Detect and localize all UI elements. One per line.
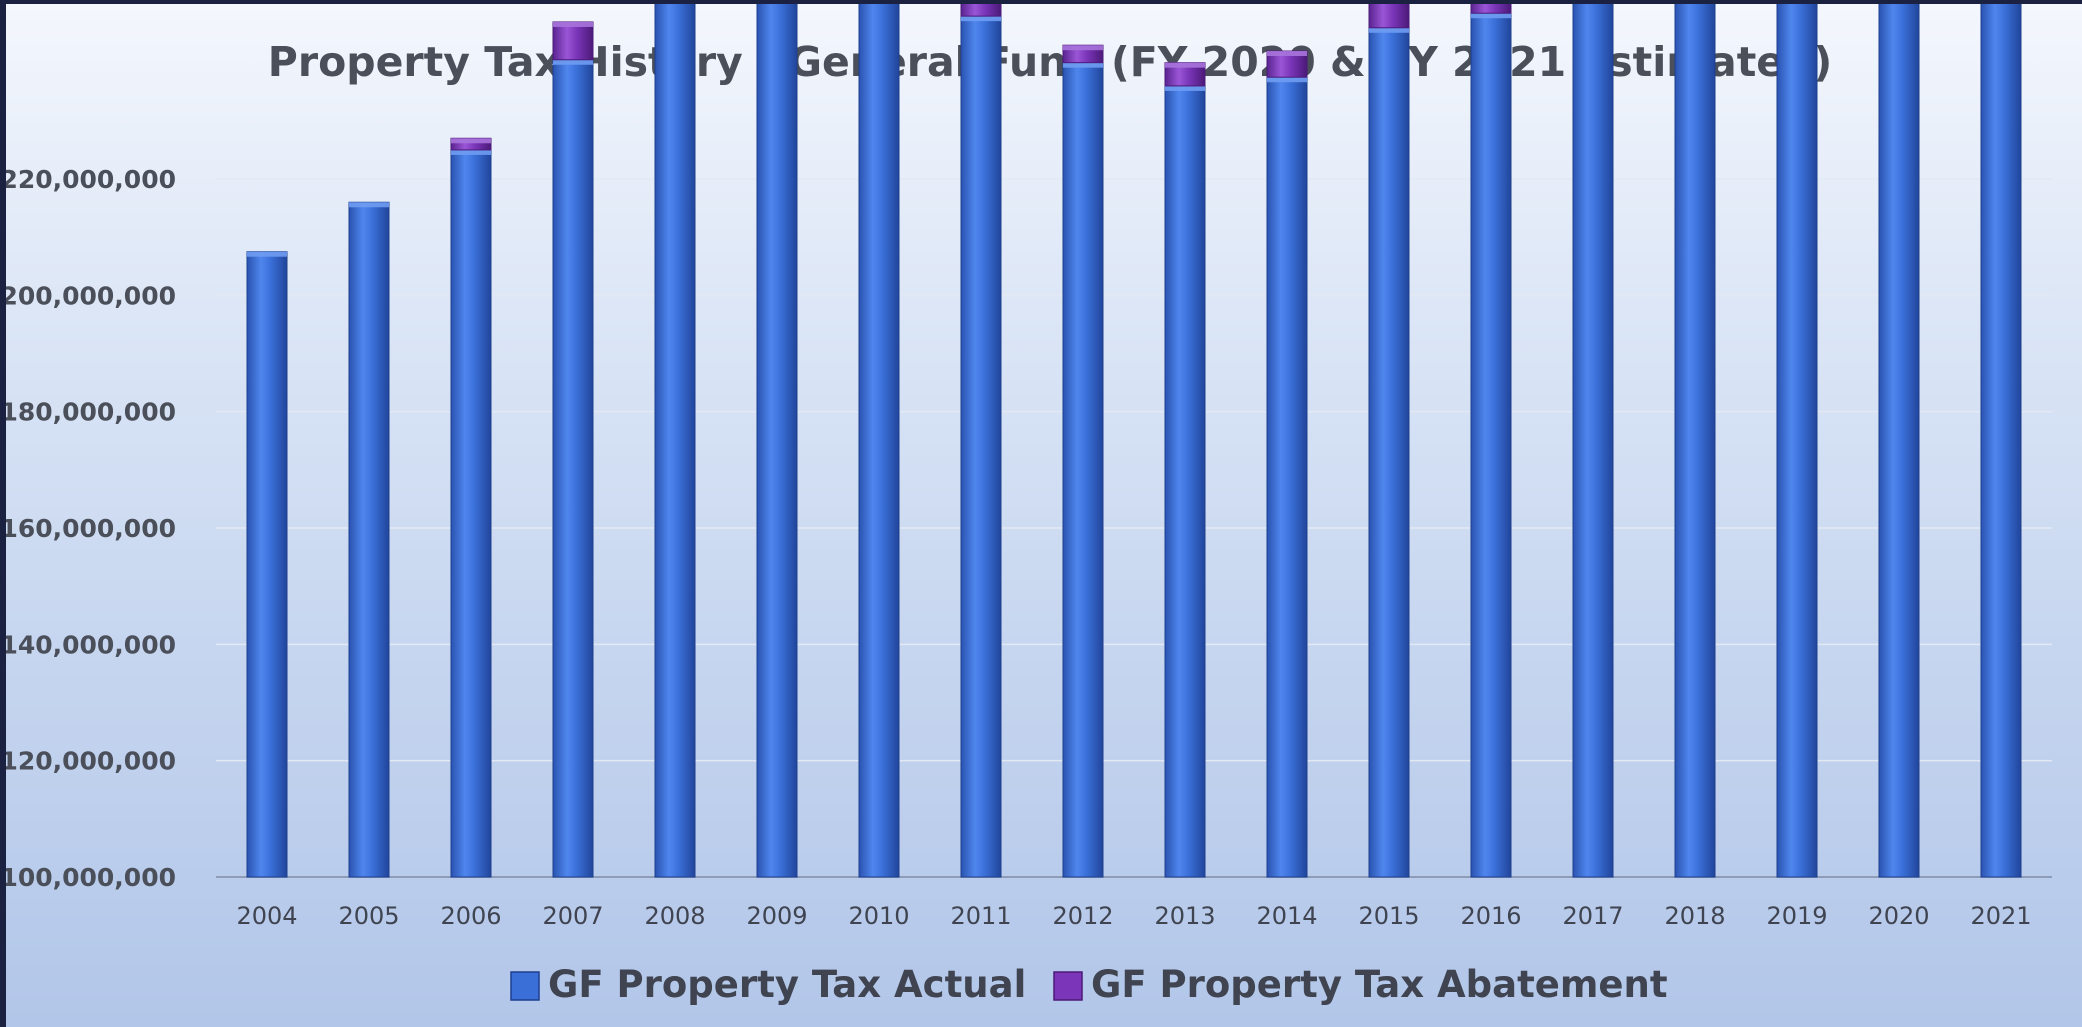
- x-tick-label: 2009: [746, 902, 807, 930]
- bar-actual: [552, 59, 594, 878]
- bar-actual: [858, 4, 900, 878]
- bar-actual: [756, 4, 798, 878]
- bar-actual: [1572, 4, 1614, 878]
- bar-actual-cap: [1267, 77, 1307, 83]
- bar-abatement-cap: [451, 138, 491, 144]
- bar-actual: [450, 149, 492, 878]
- legend-item-actual: GF Property Tax Actual: [510, 963, 1026, 1006]
- bar-actual: [1980, 4, 2022, 878]
- bar-actual: [1062, 62, 1104, 878]
- bar-abatement: [1368, 4, 1410, 29]
- x-tick-label: 2012: [1052, 902, 1113, 930]
- bar-actual: [348, 201, 390, 878]
- bar-actual-cap: [1165, 85, 1205, 91]
- bar-actual-cap: [553, 59, 593, 65]
- legend-swatch-actual: [510, 971, 540, 1001]
- x-tick-label: 2013: [1154, 902, 1215, 930]
- legend-swatch-abatement: [1053, 971, 1083, 1001]
- bar-actual-cap: [1471, 13, 1511, 19]
- bar-actual: [1266, 76, 1308, 878]
- x-tick-label: 2017: [1562, 902, 1623, 930]
- bar-actual: [1470, 12, 1512, 878]
- y-tick-label: $140,000,000: [6, 630, 176, 659]
- chart-frame: Property Tax History - General Fund (FY …: [6, 4, 2082, 1027]
- x-tick-label: 2011: [950, 902, 1011, 930]
- x-tick-label: 2018: [1664, 902, 1725, 930]
- x-tick-label: 2006: [440, 902, 501, 930]
- bar-actual: [654, 4, 696, 878]
- x-tick-label: 2015: [1358, 902, 1419, 930]
- bar-abatement-cap: [553, 21, 593, 27]
- bar-abatement: [552, 21, 594, 61]
- x-axis-ticks: 2004 2005 2006 2007 2008 2009 2010 2011 2012 2013…: [236, 902, 2031, 930]
- y-tick-label: $160,000,000: [6, 514, 176, 543]
- bar-abatement-cap: [1165, 62, 1205, 68]
- legend-label-actual: GF Property Tax Actual: [548, 963, 1026, 1006]
- bar-actual-cap: [1369, 27, 1409, 33]
- y-axis-ticks: $100,000,000 $120,000,000 $140,000,000 $160…: [6, 165, 176, 892]
- x-tick-label: 2019: [1766, 902, 1827, 930]
- chart-title: Property Tax History - General Fund (FY …: [268, 38, 1832, 86]
- bar-abatement: [960, 4, 1002, 17]
- x-tick-label: 2021: [1970, 902, 2031, 930]
- bar-actual-cap: [961, 16, 1001, 22]
- bar-abatement: [1470, 4, 1512, 14]
- stacked-bar-chart: Property Tax History - General Fund (FY …: [6, 4, 2052, 1006]
- bar-actual-cap: [1063, 62, 1103, 68]
- bar-abatement-cap: [1267, 51, 1307, 57]
- bar-actual: [1878, 4, 1920, 878]
- x-tick-label: 2008: [644, 902, 705, 930]
- bar-actual-cap: [349, 202, 389, 208]
- x-tick-label: 2010: [848, 902, 909, 930]
- bar-actual-cap: [247, 251, 287, 257]
- x-tick-label: 2007: [542, 902, 603, 930]
- y-tick-label: $180,000,000: [6, 398, 176, 427]
- y-tick-label: $220,000,000: [6, 165, 176, 194]
- x-tick-label: 2005: [338, 902, 399, 930]
- bar-actual: [1164, 85, 1206, 878]
- bar-actual: [1368, 27, 1410, 878]
- y-tick-label: $120,000,000: [6, 747, 176, 776]
- bar-actual-cap: [451, 149, 491, 155]
- x-tick-label: 2020: [1868, 902, 1929, 930]
- x-tick-label: 2016: [1460, 902, 1521, 930]
- legend-label-abatement: GF Property Tax Abatement: [1091, 963, 1668, 1006]
- x-tick-label: 2014: [1256, 902, 1317, 930]
- bar-actual: [1674, 4, 1716, 878]
- y-tick-label: $100,000,000: [6, 863, 176, 892]
- x-tick-label: 2004: [236, 902, 297, 930]
- y-tick-label: $200,000,000: [6, 281, 176, 310]
- bars: [246, 4, 2022, 878]
- legend-item-abatement: GF Property Tax Abatement: [1053, 963, 1668, 1006]
- bar-actual: [960, 15, 1002, 878]
- bar-actual: [1776, 4, 1818, 878]
- gridlines: [216, 178, 2052, 878]
- legend: GF Property Tax Actual GF Property Tax A…: [510, 963, 1668, 1006]
- bar-actual: [246, 251, 288, 878]
- bar-abatement-cap: [1063, 45, 1103, 51]
